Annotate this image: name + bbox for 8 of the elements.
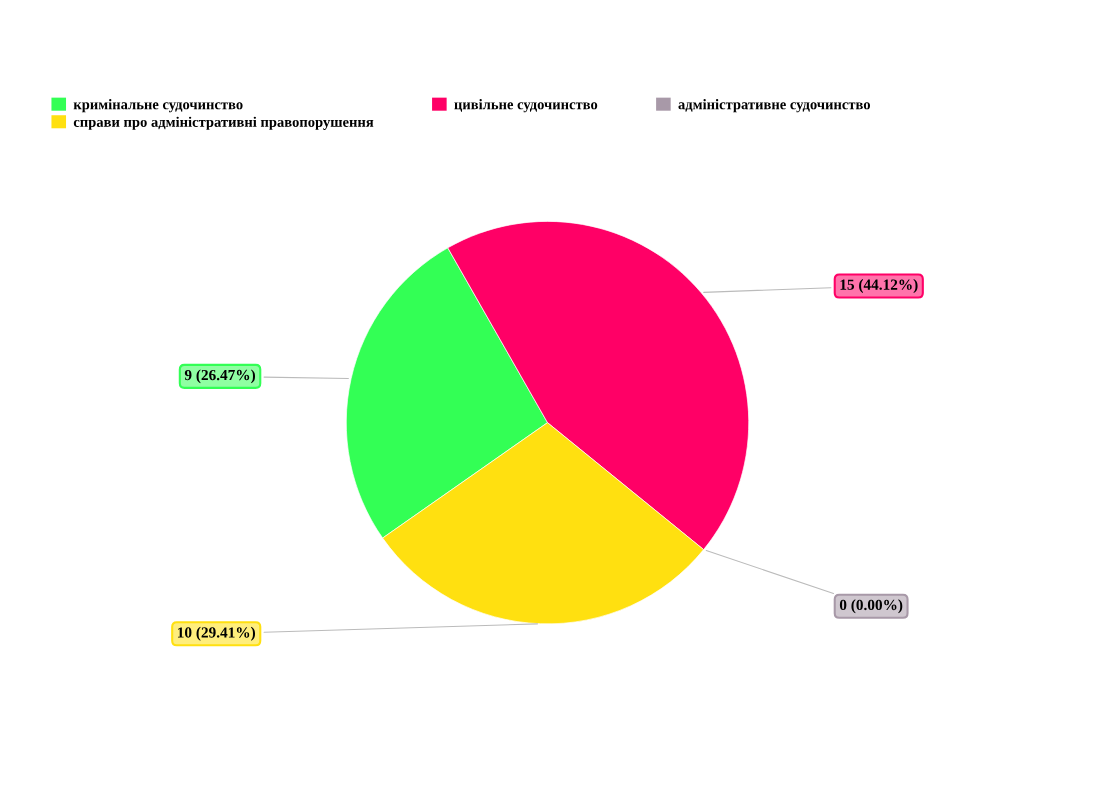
legend-label: цивільне судочинство	[454, 99, 598, 113]
legend-label: кримінальне судочинство	[73, 99, 243, 113]
data-label: 15 (44.12%)	[840, 279, 918, 293]
legend-label: адміністративне судочинство	[678, 99, 871, 113]
data-label: 9 (26.47%)	[184, 369, 256, 384]
data-label: 10 (29.41%)	[177, 626, 256, 641]
legend-label: справи про адміністративні правопорушення	[73, 116, 374, 130]
text: 0 (0.00%)	[839, 599, 903, 614]
